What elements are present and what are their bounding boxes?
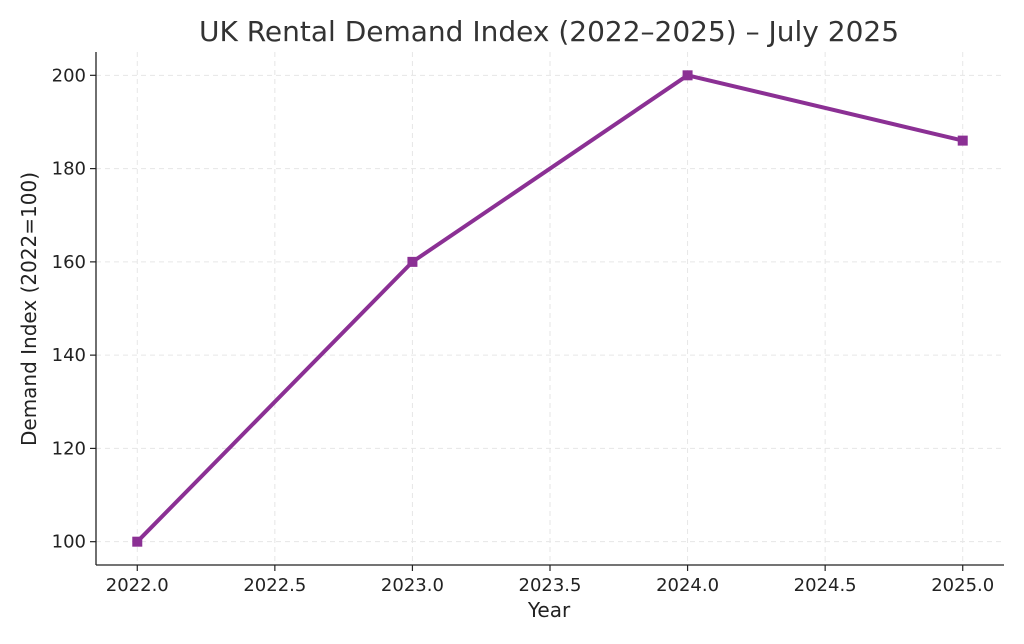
x-tick-label: 2023.0 xyxy=(381,575,444,596)
data-point-marker xyxy=(682,70,693,81)
data-point-marker xyxy=(407,256,418,267)
y-axis-label: Demand Index (2022=100) xyxy=(17,172,41,446)
x-tick-label: 2025.0 xyxy=(931,575,994,596)
x-tick-label: 2024.0 xyxy=(656,575,719,596)
y-tick-label: 160 xyxy=(52,252,86,273)
x-tick-label: 2023.5 xyxy=(519,575,582,596)
data-point-marker xyxy=(132,536,143,547)
series-line xyxy=(135,73,965,544)
y-tick-label: 120 xyxy=(52,438,86,459)
ticks: 2022.0 2022.5 2023.0 2023.5 2024.0 2024.5 2025… xyxy=(52,65,995,596)
data-point-marker xyxy=(957,135,968,146)
x-tick-label: 2022.5 xyxy=(243,575,306,596)
chart-title: UK Rental Demand Index (2022–2025) – Jul… xyxy=(199,15,899,48)
series xyxy=(132,70,968,547)
x-tick-label: 2024.5 xyxy=(794,575,857,596)
y-tick-label: 200 xyxy=(52,65,86,86)
y-tick-label: 140 xyxy=(52,345,86,366)
x-axis-label: Year xyxy=(527,598,571,622)
y-tick-label: 180 xyxy=(52,159,86,180)
grid xyxy=(96,52,1004,565)
y-tick-label: 100 xyxy=(52,532,86,553)
x-tick-label: 2022.0 xyxy=(106,575,169,596)
